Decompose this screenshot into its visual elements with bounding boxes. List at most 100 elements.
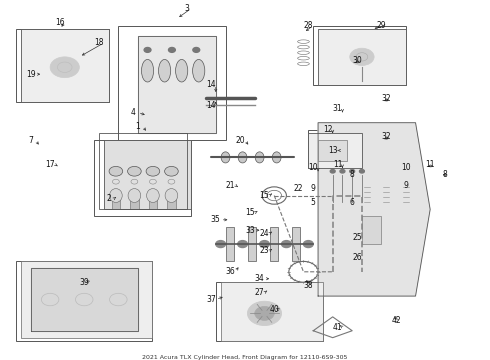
Ellipse shape bbox=[165, 166, 178, 176]
Bar bbox=[99, 133, 187, 210]
Bar bbox=[362, 216, 381, 244]
Polygon shape bbox=[138, 36, 216, 133]
Circle shape bbox=[350, 170, 355, 173]
Circle shape bbox=[282, 240, 291, 248]
Circle shape bbox=[238, 240, 247, 248]
Text: 11: 11 bbox=[333, 160, 343, 169]
Text: 7: 7 bbox=[28, 136, 33, 145]
Bar bbox=[16, 261, 152, 341]
Bar bbox=[220, 282, 323, 341]
Text: 40: 40 bbox=[270, 305, 279, 314]
Text: 35: 35 bbox=[211, 215, 220, 224]
Text: 17: 17 bbox=[45, 160, 55, 169]
Bar bbox=[112, 195, 120, 210]
Text: 39: 39 bbox=[79, 278, 89, 287]
Text: 5: 5 bbox=[311, 198, 316, 207]
Text: 12: 12 bbox=[323, 125, 333, 134]
Ellipse shape bbox=[272, 152, 281, 163]
Text: 27: 27 bbox=[255, 288, 265, 297]
Bar bbox=[21, 261, 152, 338]
Text: 24: 24 bbox=[260, 229, 270, 238]
Bar bbox=[292, 227, 300, 261]
Circle shape bbox=[303, 240, 313, 248]
Circle shape bbox=[50, 57, 79, 78]
Ellipse shape bbox=[127, 166, 141, 176]
Text: 29: 29 bbox=[377, 21, 386, 30]
Bar bbox=[21, 29, 109, 102]
Bar bbox=[16, 29, 109, 102]
Bar bbox=[313, 26, 406, 85]
Text: 10: 10 bbox=[401, 163, 411, 172]
Text: 2: 2 bbox=[106, 194, 111, 203]
Text: 28: 28 bbox=[304, 21, 313, 30]
Bar bbox=[148, 195, 157, 210]
Text: 23: 23 bbox=[260, 247, 270, 256]
Ellipse shape bbox=[159, 59, 171, 82]
Text: 20: 20 bbox=[235, 136, 245, 145]
Circle shape bbox=[340, 170, 345, 173]
Text: 37: 37 bbox=[206, 295, 216, 304]
Ellipse shape bbox=[221, 152, 230, 163]
Bar bbox=[318, 140, 347, 161]
Bar bbox=[248, 227, 256, 261]
Text: 9: 9 bbox=[311, 184, 316, 193]
Text: 8: 8 bbox=[350, 170, 355, 179]
Polygon shape bbox=[318, 123, 430, 296]
Circle shape bbox=[260, 240, 270, 248]
Bar bbox=[216, 282, 323, 341]
Circle shape bbox=[247, 301, 282, 325]
Ellipse shape bbox=[146, 166, 160, 176]
Bar bbox=[130, 195, 139, 210]
Ellipse shape bbox=[175, 59, 188, 82]
Text: 14: 14 bbox=[206, 80, 216, 89]
Text: 30: 30 bbox=[352, 56, 362, 65]
Text: 32: 32 bbox=[382, 94, 391, 103]
Circle shape bbox=[193, 48, 200, 52]
Text: 1: 1 bbox=[135, 122, 140, 131]
Bar bbox=[94, 140, 192, 216]
Text: 13: 13 bbox=[328, 146, 338, 155]
Circle shape bbox=[144, 48, 151, 52]
Text: 32: 32 bbox=[382, 132, 391, 141]
Text: 25: 25 bbox=[352, 233, 362, 242]
Bar bbox=[318, 29, 406, 85]
Text: 22: 22 bbox=[294, 184, 303, 193]
Text: 26: 26 bbox=[352, 253, 362, 262]
Polygon shape bbox=[30, 268, 138, 331]
Text: 18: 18 bbox=[94, 39, 103, 48]
Text: 16: 16 bbox=[55, 18, 65, 27]
Text: 11: 11 bbox=[425, 160, 435, 169]
Ellipse shape bbox=[128, 189, 141, 202]
Circle shape bbox=[350, 48, 374, 66]
Text: 41: 41 bbox=[333, 323, 343, 332]
Text: 9: 9 bbox=[403, 181, 408, 190]
Text: 15: 15 bbox=[260, 191, 270, 200]
Ellipse shape bbox=[255, 152, 264, 163]
Text: 2021 Acura TLX Cylinder Head, Front Diagram for 12110-6S9-305: 2021 Acura TLX Cylinder Head, Front Diag… bbox=[142, 355, 348, 360]
Circle shape bbox=[255, 306, 274, 320]
Text: 42: 42 bbox=[391, 316, 401, 325]
Text: 14: 14 bbox=[206, 101, 216, 110]
Bar bbox=[308, 130, 362, 168]
Text: 8: 8 bbox=[442, 170, 447, 179]
Text: 21: 21 bbox=[225, 181, 235, 190]
Bar bbox=[104, 140, 192, 210]
Text: 33: 33 bbox=[245, 226, 255, 235]
Text: 3: 3 bbox=[184, 4, 189, 13]
Ellipse shape bbox=[238, 152, 247, 163]
Bar bbox=[308, 133, 362, 168]
Ellipse shape bbox=[193, 59, 205, 82]
Text: 4: 4 bbox=[130, 108, 135, 117]
Text: 36: 36 bbox=[225, 267, 235, 276]
Text: 34: 34 bbox=[255, 274, 265, 283]
Text: 15: 15 bbox=[245, 208, 255, 217]
Text: 6: 6 bbox=[350, 198, 355, 207]
Circle shape bbox=[169, 48, 175, 52]
Ellipse shape bbox=[147, 189, 159, 202]
Ellipse shape bbox=[109, 166, 122, 176]
Text: 19: 19 bbox=[26, 70, 35, 79]
Bar bbox=[226, 227, 234, 261]
Text: 38: 38 bbox=[303, 281, 313, 290]
Circle shape bbox=[330, 170, 335, 173]
Circle shape bbox=[216, 240, 225, 248]
